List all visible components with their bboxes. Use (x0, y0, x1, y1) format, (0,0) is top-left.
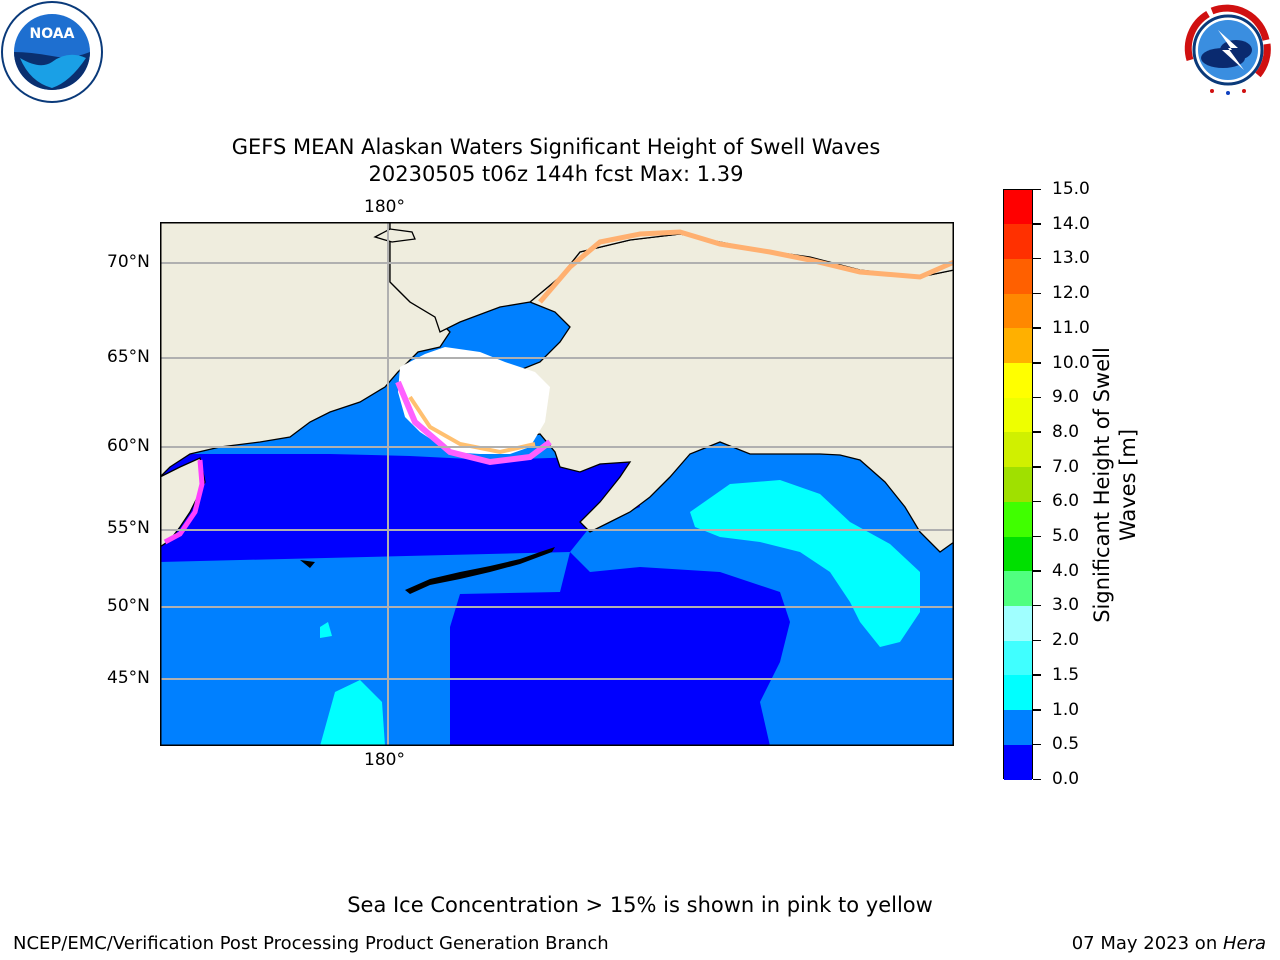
lon-label-top: 180° (364, 197, 405, 217)
colorbar-tick-label: 2.0 (1052, 630, 1080, 651)
colorbar-segment (1004, 467, 1032, 502)
colorbar-tick-mark (1033, 709, 1041, 711)
lat-label-70n: 70°N (107, 252, 150, 272)
colorbar-tick-mark (1033, 223, 1041, 225)
low-swell-region (160, 454, 790, 746)
colorbar-segment (1004, 432, 1032, 468)
colorbar-tick-label: 5.0 (1052, 526, 1080, 547)
colorbar (1003, 189, 1033, 780)
moderate-swell-east (690, 480, 920, 647)
colorbar-tick-label: 11.0 (1052, 317, 1090, 338)
moderate-swell-south (320, 680, 385, 746)
colorbar-tick-label: 9.0 (1052, 387, 1080, 408)
chart-subtitle: 20230505 t06z 144h fcst Max: 1.39 (368, 162, 744, 186)
colorbar-segment (1004, 328, 1032, 364)
colorbar-segment (1004, 189, 1032, 225)
colorbar-tick-mark (1033, 257, 1041, 260)
colorbar-tick-mark (1033, 570, 1041, 572)
colorbar-tick-mark (1033, 500, 1041, 503)
colorbar-segment (1004, 397, 1032, 433)
chart-title: GEFS MEAN Alaskan Waters Significant Hei… (231, 135, 881, 159)
sea-ice-note: Sea Ice Concentration > 15% is shown in … (347, 893, 933, 917)
footer-date: 07 May 2023 on Hera (1072, 933, 1266, 955)
colorbar-tick-mark (1033, 535, 1041, 538)
colorbar-tick-label: 12.0 (1052, 283, 1090, 304)
colorbar-tick-label: 7.0 (1052, 456, 1080, 477)
sea-ice-west (163, 459, 205, 545)
colorbar-tick-mark (1033, 396, 1041, 399)
lat-label-65n: 65°N (107, 347, 150, 367)
lat-label-60n: 60°N (107, 436, 150, 456)
colorbar-tick-label: 1.5 (1052, 664, 1080, 685)
colorbar-tick-label: 0.5 (1052, 734, 1080, 755)
colorbar-tick-mark (1033, 362, 1041, 364)
lon-label-bottom: 180° (364, 750, 405, 770)
colorbar-tick-label: 1.0 (1052, 699, 1080, 720)
land-kamchatka (160, 457, 206, 548)
colorbar-tick-label: 14.0 (1052, 213, 1090, 234)
footer-host: Hera (1222, 933, 1266, 954)
footer-date-text: 07 May 2023 on (1071, 933, 1223, 954)
colorbar-segment (1004, 744, 1032, 780)
colorbar-tick-label: 4.0 (1052, 560, 1080, 581)
colorbar-tick-label: 6.0 (1052, 491, 1080, 512)
colorbar-segment (1004, 224, 1032, 259)
sea-ice-edge (395, 380, 552, 466)
colorbar-segment (1004, 640, 1032, 676)
aleutian-islands (405, 547, 555, 594)
colorbar-label-line2: Waves [m] (1116, 428, 1140, 542)
lat-label-55n: 55°N (107, 518, 150, 538)
footer-credit: NCEP/EMC/Verification Post Processing Pr… (13, 933, 609, 954)
svg-text:NOAA: NOAA (30, 26, 75, 42)
lat-label-45n: 45°N (107, 668, 150, 688)
colorbar-tick-mark (1033, 743, 1041, 746)
map-frame (160, 222, 954, 746)
colorbar-tick-mark (1033, 604, 1041, 607)
sea-ice-arctic (538, 229, 954, 304)
sea-ice-edge-yellow (408, 395, 536, 455)
island-small (300, 560, 315, 568)
colorbar-tick-mark (1033, 188, 1041, 190)
colorbar-tick-label: 15.0 (1052, 179, 1090, 199)
colorbar-tick-label: 10.0 (1052, 352, 1090, 373)
colorbar-tick-mark (1033, 639, 1041, 642)
colorbar-tick-mark (1033, 431, 1041, 433)
colorbar-segment (1004, 571, 1032, 606)
colorbar-tick-mark (1033, 778, 1041, 780)
colorbar-tick-mark (1033, 292, 1041, 295)
lat-label-50n: 50°N (107, 596, 150, 616)
colorbar-segment (1004, 536, 1032, 572)
colorbar-label-line1: Significant Height of Swell (1090, 347, 1114, 623)
colorbar-segment (1004, 605, 1032, 641)
colorbar-segment (1004, 293, 1032, 329)
colorbar-tick-mark (1033, 466, 1041, 468)
graticule (160, 222, 954, 746)
colorbar-segment (1004, 258, 1032, 294)
colorbar-tick-label: 13.0 (1052, 248, 1090, 269)
colorbar-segment (1004, 675, 1032, 711)
noaa-logo: NOAA (0, 0, 106, 106)
colorbar-tick-label: 3.0 (1052, 595, 1080, 616)
sea-ice-bering (398, 347, 550, 454)
moderate-swell-patch (320, 622, 332, 638)
colorbar-tick-label: 0.0 (1052, 769, 1080, 789)
colorbar-segment (1004, 363, 1032, 398)
map-panel (160, 222, 954, 746)
colorbar-tick-mark (1033, 327, 1041, 329)
colorbar-segment (1004, 501, 1032, 537)
colorbar-segment (1004, 710, 1032, 745)
nws-logo (1178, 0, 1278, 100)
colorbar-label: Significant Height of Swell Waves [m] (1089, 347, 1141, 623)
colorbar-tick-label: 8.0 (1052, 421, 1080, 442)
colorbar-tick-mark (1033, 674, 1041, 676)
